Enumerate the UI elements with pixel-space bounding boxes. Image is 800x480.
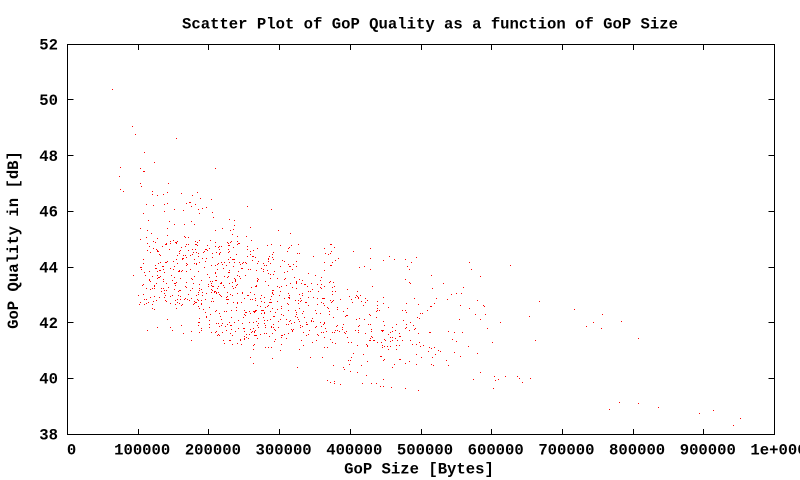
svg-text:50: 50 <box>39 92 58 110</box>
svg-text:44: 44 <box>39 259 58 277</box>
svg-text:GoP Quality in [dB]: GoP Quality in [dB] <box>5 151 23 329</box>
svg-text:200000: 200000 <box>185 442 241 460</box>
svg-text:GoP Size [Bytes]: GoP Size [Bytes] <box>344 461 494 479</box>
svg-text:800000: 800000 <box>609 442 665 460</box>
svg-text:700000: 700000 <box>538 442 594 460</box>
svg-text:0: 0 <box>67 442 76 460</box>
svg-text:48: 48 <box>39 148 58 166</box>
svg-text:300000: 300000 <box>256 442 312 460</box>
svg-text:52: 52 <box>39 37 58 55</box>
svg-text:100000: 100000 <box>114 442 170 460</box>
svg-text:46: 46 <box>39 204 58 222</box>
svg-text:42: 42 <box>39 315 58 333</box>
svg-text:600000: 600000 <box>468 442 524 460</box>
svg-text:38: 38 <box>39 426 58 444</box>
svg-text:1e+006: 1e+006 <box>750 442 800 460</box>
svg-text:500000: 500000 <box>397 442 453 460</box>
svg-text:Scatter Plot of GoP Quality as: Scatter Plot of GoP Quality as a functio… <box>182 15 678 33</box>
svg-text:400000: 400000 <box>326 442 382 460</box>
svg-text:40: 40 <box>39 371 58 389</box>
svg-text:900000: 900000 <box>680 442 736 460</box>
